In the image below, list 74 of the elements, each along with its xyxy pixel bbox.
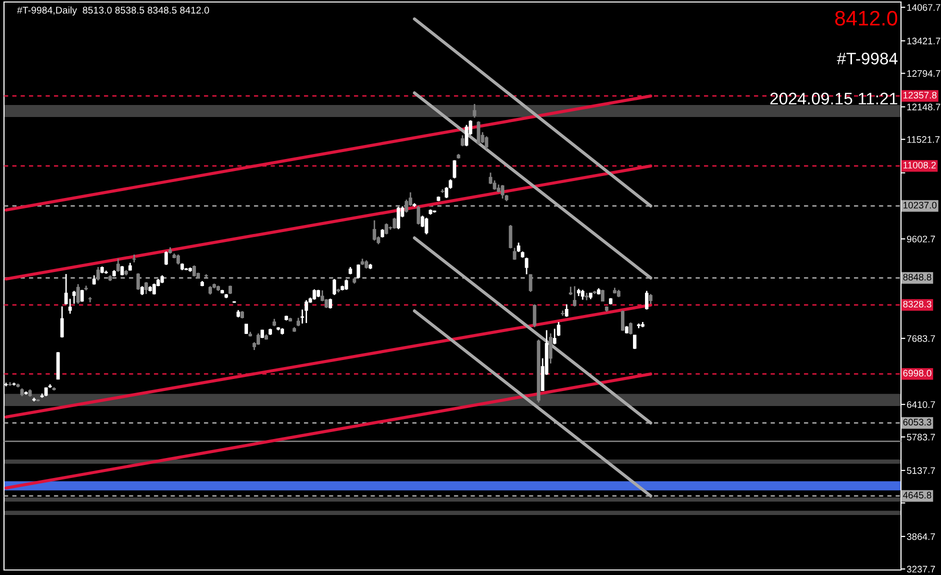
candlestick: [580, 289, 584, 300]
candlestick: [256, 332, 260, 346]
candlestick: [304, 300, 308, 324]
candlestick: [572, 286, 576, 308]
ref-line-label: 8848.8: [903, 274, 932, 281]
candlestick: [312, 288, 316, 300]
ref-line-label: 10237.0: [904, 202, 937, 209]
y-tick-label: 5137.7: [906, 467, 935, 474]
candlestick: [508, 224, 512, 250]
candlestick: [372, 220, 376, 242]
candlestick: [192, 264, 196, 278]
candlestick: [132, 254, 136, 264]
candlestick: [548, 332, 552, 364]
candlestick: [516, 242, 520, 253]
ref-line-label: 6998.0: [903, 370, 932, 376]
candlestick: [564, 304, 568, 318]
y-tick-label: 3237.7: [906, 566, 935, 572]
ref-line-label: 12357.8: [904, 92, 937, 99]
annotation: #T-9984: [836, 52, 898, 64]
annotation: 8412.0: [835, 10, 898, 26]
ref-line-label: 6053.3: [903, 418, 932, 426]
ref-line-label: 4645.8: [903, 492, 932, 498]
candlestick: [416, 205, 420, 226]
candlestick: [356, 264, 360, 280]
candlestick: [176, 254, 180, 266]
candlestick: [552, 328, 556, 345]
candlestick: [152, 282, 156, 296]
candlestick: [472, 103, 476, 118]
candlestick: [136, 272, 140, 291]
candlestick: [76, 283, 80, 304]
y-tick-label: 9602.7: [907, 236, 935, 242]
y-tick-label: 5783.7: [906, 434, 935, 440]
candlestick: [644, 290, 648, 310]
candlestick: [88, 296, 92, 303]
candlestick: [649, 293, 652, 305]
candlestick: [628, 322, 632, 336]
y-tick-label: 11521.7: [907, 136, 940, 143]
candlestick: [332, 278, 336, 296]
y-tick-label: 14067.7: [907, 4, 940, 11]
candlestick: [512, 247, 516, 260]
annotation: 2024.09.15 11:21: [770, 92, 898, 104]
y-tick-label: 3864.7: [906, 533, 935, 540]
candlestick: [344, 278, 348, 291]
candlestick: [116, 258, 120, 272]
candlestick: [632, 334, 636, 350]
ref-line-label: 11008.2: [904, 162, 936, 169]
candlestick: [404, 198, 408, 214]
candlestick: [524, 256, 528, 275]
y-tick-label: 12794.7: [907, 70, 940, 77]
candlestick: [532, 304, 536, 328]
y-tick-label: 6410.7: [907, 401, 935, 408]
chart-title: #T-9984,Daily 8513.0 8538.5 8348.5 8412.0: [17, 6, 210, 16]
y-tick-label: 12148.7: [907, 104, 940, 110]
candlestick: [60, 306, 64, 338]
candlestick: [448, 178, 452, 190]
candlestick: [396, 206, 400, 230]
candlestick: [120, 265, 124, 276]
candlestick: [528, 274, 532, 293]
candlestick: [164, 250, 168, 266]
candlestick: [72, 290, 76, 304]
candlestick: [484, 136, 488, 150]
candlestick: [560, 310, 564, 316]
candlestick: [384, 222, 388, 236]
y-tick-label: 7683.7: [907, 335, 935, 342]
candlestick: [144, 281, 148, 295]
candlestick: [244, 323, 248, 335]
candlestick: [328, 298, 332, 310]
candlestick: [392, 217, 396, 230]
candlestick: [96, 266, 100, 282]
candlestick: [620, 310, 624, 332]
candlestick: [500, 184, 504, 200]
candlestick: [460, 134, 464, 147]
ref-line-label: 8328.3: [903, 300, 932, 308]
y-tick-label: 13421.7: [907, 38, 940, 44]
